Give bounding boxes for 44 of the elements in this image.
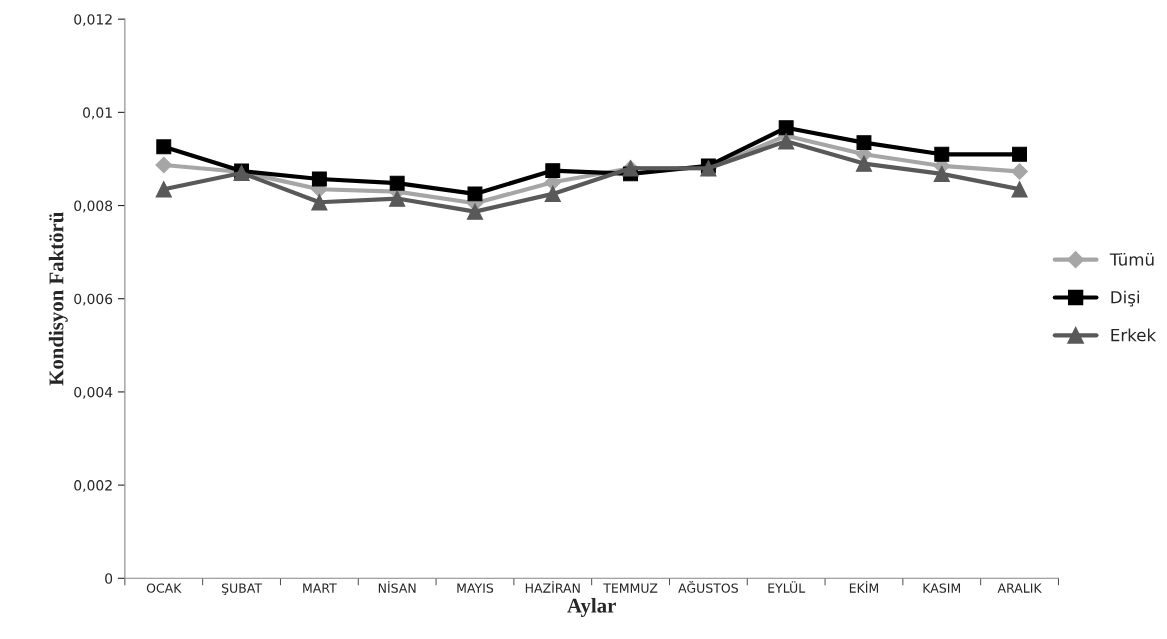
legend-label: Dişi	[1111, 290, 1140, 307]
x-tick-label: EYLÜL	[768, 581, 806, 593]
y-tick-label: 0,012	[74, 14, 112, 27]
point	[156, 139, 172, 155]
point	[1011, 181, 1028, 198]
point	[855, 155, 873, 172]
x-tick-label: TEMMUZ	[603, 583, 658, 593]
point	[778, 133, 795, 150]
point	[856, 135, 872, 151]
point	[389, 175, 405, 191]
y-tick-label: 0,008	[74, 200, 113, 213]
point	[545, 163, 561, 179]
point	[389, 190, 406, 207]
x-tick-label: EKİM	[849, 581, 879, 593]
point	[155, 181, 172, 198]
legend-label: Erkek	[1111, 328, 1157, 342]
x-tick-label: NİSAN	[378, 581, 416, 593]
y-axis-title: Kondisyon Faktörü	[48, 212, 68, 386]
x-tick-label: ARALIK	[997, 583, 1042, 593]
x-tick-label: AĞUSTOS	[678, 581, 738, 593]
point	[155, 156, 173, 174]
point	[467, 186, 483, 202]
y-tick-label: 0	[105, 573, 113, 584]
y-tick-label: 0,004	[74, 386, 113, 399]
x-tick-label: HAZİRAN	[525, 581, 580, 593]
x-tick-label: KASIM	[923, 583, 961, 593]
legend-label: Tümü	[1109, 252, 1154, 266]
y-tick-label: 0,01	[83, 107, 112, 120]
point	[311, 171, 327, 187]
x-tick-label: MAYIS	[457, 583, 494, 593]
x-tick-label: OCAK	[146, 583, 182, 593]
x-tick-label: MART	[303, 583, 337, 593]
y-tick-label: 0,002	[74, 480, 112, 492]
point	[933, 165, 950, 183]
point	[1012, 146, 1028, 162]
x-tick-label: ŞUBAT	[221, 583, 263, 596]
x-axis-title: Aylar	[567, 598, 616, 617]
point	[311, 194, 328, 211]
point	[466, 203, 484, 220]
point	[778, 120, 794, 136]
y-tick-label: 0,006	[74, 293, 113, 306]
point	[544, 185, 561, 203]
point	[1011, 163, 1028, 180]
point	[934, 146, 950, 162]
